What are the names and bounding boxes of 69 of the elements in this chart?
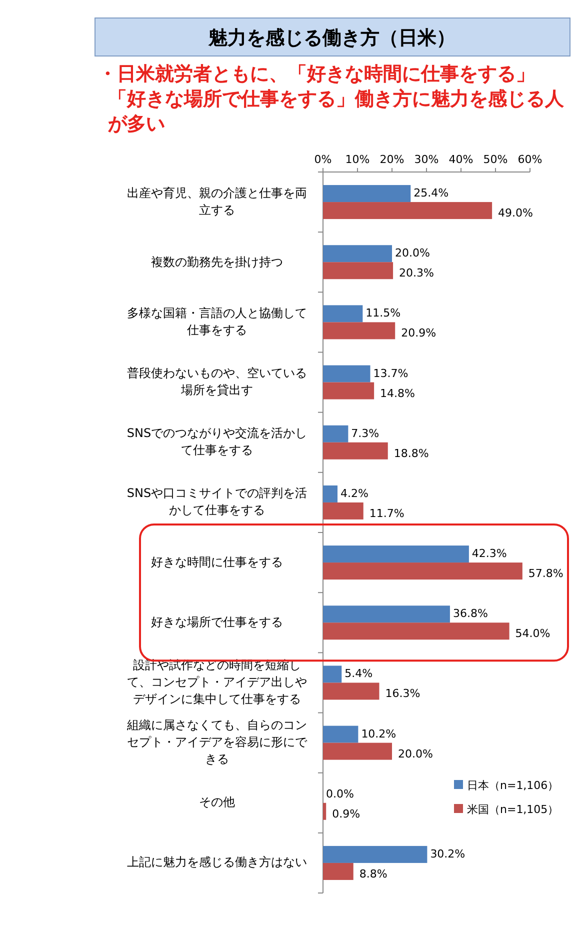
bar <box>323 742 392 760</box>
bar <box>323 185 411 202</box>
bar <box>323 546 469 563</box>
bar <box>323 666 342 683</box>
data-label: 11.5% <box>366 306 401 320</box>
data-label: 5.4% <box>344 667 373 680</box>
y-tick-label: 上記に魅力を感じる働き方はない <box>127 854 307 872</box>
data-label: 20.9% <box>401 326 436 340</box>
y-tick-label: その他 <box>199 794 235 812</box>
data-label: 42.3% <box>472 547 507 560</box>
data-label: 11.7% <box>369 506 404 520</box>
legend-label: 日本（n=1,106） <box>467 779 559 792</box>
data-label: 0.0% <box>326 787 354 800</box>
bar <box>323 322 396 340</box>
bar <box>323 245 392 262</box>
bar <box>323 682 380 700</box>
bar <box>323 365 370 382</box>
y-tick-label: SNSでのつながりや交流を活かして仕事をする <box>126 425 308 460</box>
y-tick-label: SNSや口コミサイトでの評判を活かして仕事をする <box>126 485 308 520</box>
bar <box>323 382 374 400</box>
data-label: 20.0% <box>398 747 433 760</box>
x-tick-label: 0% <box>314 153 332 166</box>
data-label: 14.8% <box>380 386 416 400</box>
data-label: 30.2% <box>430 847 466 860</box>
bar <box>323 846 428 863</box>
y-tick-label: 組織に属さなくても、自らのコンセプト・アイデアを容易に形にできる <box>126 717 308 768</box>
chart-title: 魅力を感じる働き方（日米） <box>208 27 456 49</box>
data-label: 57.8% <box>528 567 564 580</box>
data-label: 16.3% <box>385 687 420 700</box>
y-tick-label: 出産や育児、親の介護と仕事を両立する <box>126 185 308 220</box>
bar <box>323 442 388 460</box>
data-label: 20.0% <box>395 246 430 260</box>
bar <box>323 862 354 880</box>
data-label: 25.4% <box>414 186 449 200</box>
data-label: 18.8% <box>394 446 429 460</box>
data-label: 0.9% <box>332 807 360 820</box>
y-tick-label: 多様な国籍・言語の人と協働して仕事をする <box>126 305 308 340</box>
bar <box>323 262 394 280</box>
x-tick-label: 10% <box>345 153 370 166</box>
bar <box>323 562 522 580</box>
y-tick-label: 複数の勤務先を掛け持つ <box>151 254 283 271</box>
data-label: 13.7% <box>373 366 408 380</box>
chart-subtitle: ・日米就労者ともに、「好きな時間に仕事をする」「好きな場所で仕事をする」働き方に魅力を感じる人が多い <box>99 62 565 137</box>
data-label: 20.3% <box>399 266 434 280</box>
legend-label: 米国（n=1,105） <box>467 803 559 816</box>
bar <box>323 202 492 220</box>
x-tick-label: 30% <box>414 153 439 166</box>
data-label: 36.8% <box>452 607 488 620</box>
data-label: 10.2% <box>361 727 396 740</box>
bar <box>323 305 363 322</box>
data-label: 54.0% <box>515 627 550 640</box>
bar <box>323 606 450 623</box>
data-label: 7.3% <box>351 426 380 440</box>
x-tick-label: 50% <box>483 153 508 166</box>
x-tick-label: 20% <box>380 153 404 166</box>
bar <box>323 726 358 743</box>
x-tick-label: 60% <box>518 153 542 166</box>
bar <box>323 502 364 520</box>
data-label: 49.0% <box>498 206 534 220</box>
data-label: 8.8% <box>359 867 388 880</box>
bar <box>323 425 348 442</box>
y-tick-label: 好きな時間に仕事をする <box>151 554 283 572</box>
y-tick-label: 好きな場所で仕事をする <box>151 614 283 632</box>
data-label: 4.2% <box>340 486 368 500</box>
bar <box>323 485 338 502</box>
bar <box>323 622 510 640</box>
x-tick-label: 40% <box>448 153 474 166</box>
bar <box>323 802 326 820</box>
y-tick-label: 普段使わないものや、空いている場所を貸出す <box>126 365 308 400</box>
